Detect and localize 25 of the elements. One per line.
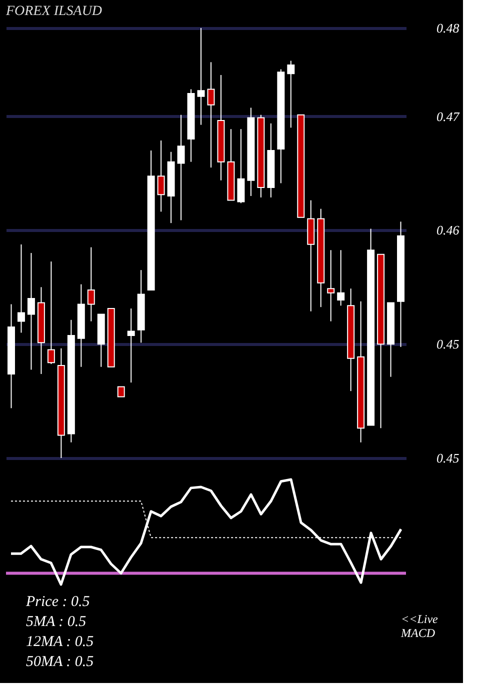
candlestick [47, 261, 55, 365]
chart-title: FOREX ILSAUD [5, 4, 102, 19]
y-tick-label: 0.46 [436, 222, 460, 238]
y-tick-label: 0.47 [436, 108, 460, 124]
candlestick [237, 128, 245, 204]
y-tick-label: 0.45 [436, 450, 460, 466]
candlestick [157, 140, 165, 212]
text: <<Live MACD [400, 612, 439, 640]
candlestick [207, 62, 215, 168]
candlestick [177, 114, 185, 221]
candlestick [17, 244, 25, 334]
y-tick-label: 0.45 [436, 336, 460, 352]
text: Price : 0.5 [25, 594, 90, 610]
candlestick [337, 250, 345, 306]
candlestick [127, 308, 135, 384]
candlestick [197, 28, 205, 126]
candlestick [327, 250, 335, 322]
candlestick [87, 246, 95, 322]
text: 50MA : 0.5 [26, 654, 94, 670]
candlestick [27, 252, 35, 370]
y-tick-label: 0.48 [436, 20, 460, 36]
text: 5MA : 0.5 [26, 614, 87, 630]
candlestick [117, 386, 125, 398]
text: 12MA : 0.5 [26, 634, 94, 650]
candlestick [287, 60, 295, 128]
